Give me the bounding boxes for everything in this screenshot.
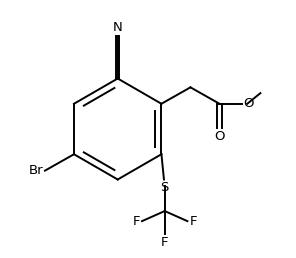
Text: O: O [214,130,225,143]
Text: N: N [113,21,123,34]
Text: F: F [189,215,197,228]
Text: S: S [160,181,169,194]
Text: F: F [133,215,140,228]
Text: Br: Br [29,164,44,177]
Text: O: O [243,97,253,110]
Text: F: F [161,236,168,249]
